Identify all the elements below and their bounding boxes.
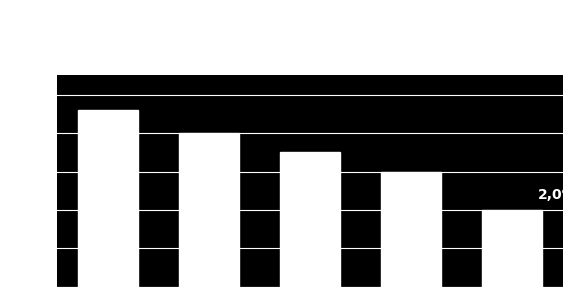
- Bar: [179, 133, 239, 287]
- Text: 2,0%: 2,0%: [538, 188, 574, 202]
- Bar: [482, 210, 542, 287]
- Bar: [280, 153, 340, 287]
- Bar: [77, 110, 138, 287]
- Bar: [381, 172, 441, 287]
